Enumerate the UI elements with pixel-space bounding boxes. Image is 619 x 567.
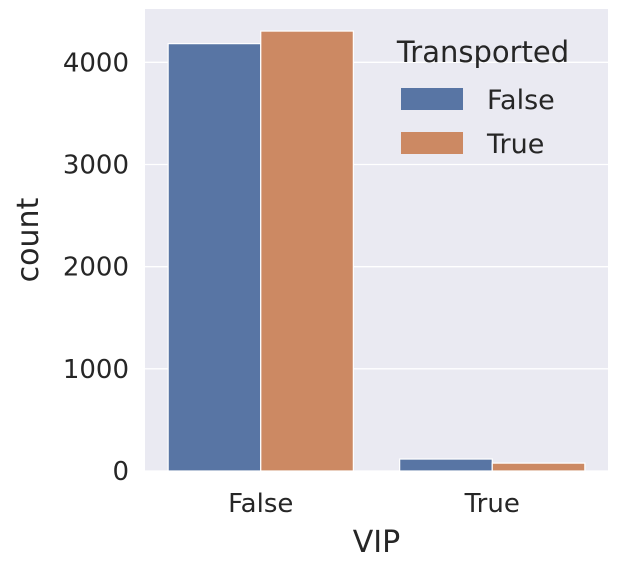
- y-tick-label: 1000: [63, 355, 129, 385]
- legend-label: True: [486, 129, 544, 160]
- y-tick-label: 0: [112, 457, 129, 487]
- bar-true-true: [491, 462, 586, 472]
- legend-label: False: [487, 85, 555, 116]
- legend: Transported False True: [396, 35, 569, 160]
- y-tick-label: 2000: [63, 253, 129, 283]
- bar-false-true: [260, 30, 354, 472]
- x-axis-label: VIP: [353, 525, 400, 560]
- bar-true-false: [399, 458, 493, 472]
- x-tick-label: False: [228, 489, 293, 519]
- legend-swatch: [401, 132, 463, 154]
- x-tick-label: True: [464, 489, 520, 519]
- y-tick-label: 3000: [63, 150, 129, 180]
- legend-title: Transported: [396, 35, 569, 69]
- y-tick-label: 4000: [63, 48, 129, 78]
- legend-swatch: [401, 88, 463, 110]
- bar-false-false: [167, 43, 262, 472]
- x-axis-ticks: False True: [228, 489, 520, 519]
- y-axis-label: count: [11, 197, 46, 282]
- y-axis-ticks: 0 1000 2000 3000 4000: [63, 48, 129, 487]
- bars: [167, 30, 586, 472]
